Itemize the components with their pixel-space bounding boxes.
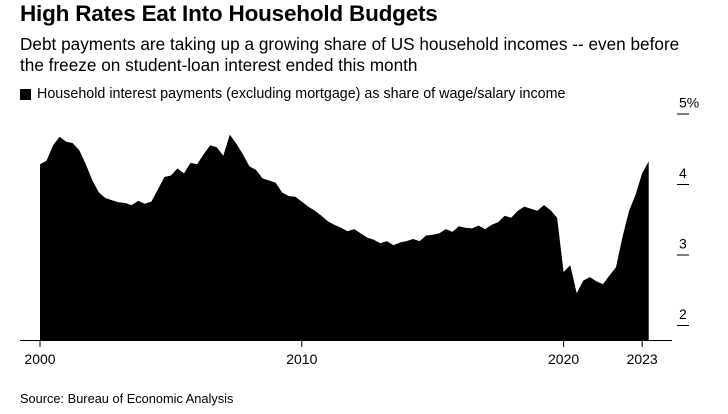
y-tick-label: 4 (679, 165, 687, 181)
series-area (40, 134, 649, 340)
legend: Household interest payments (excluding m… (20, 86, 565, 102)
x-tick-label: 2023 (627, 351, 658, 367)
y-tick-label: 5% (679, 95, 699, 111)
x-tick-label: 2000 (24, 351, 55, 367)
legend-label: Household interest payments (excluding m… (37, 86, 566, 102)
x-tick-label: 2020 (548, 351, 579, 367)
y-tick-label: 2 (679, 306, 687, 322)
legend-swatch (20, 88, 31, 100)
x-tick-label: 2010 (286, 351, 317, 367)
source-note: Source: Bureau of Economic Analysis (20, 391, 234, 406)
y-tick-label: 3 (679, 236, 687, 252)
chart-title: High Rates Eat Into Household Budgets (20, 1, 438, 26)
chart-subtitle: Debt payments are taking up a growing sh… (20, 34, 680, 75)
